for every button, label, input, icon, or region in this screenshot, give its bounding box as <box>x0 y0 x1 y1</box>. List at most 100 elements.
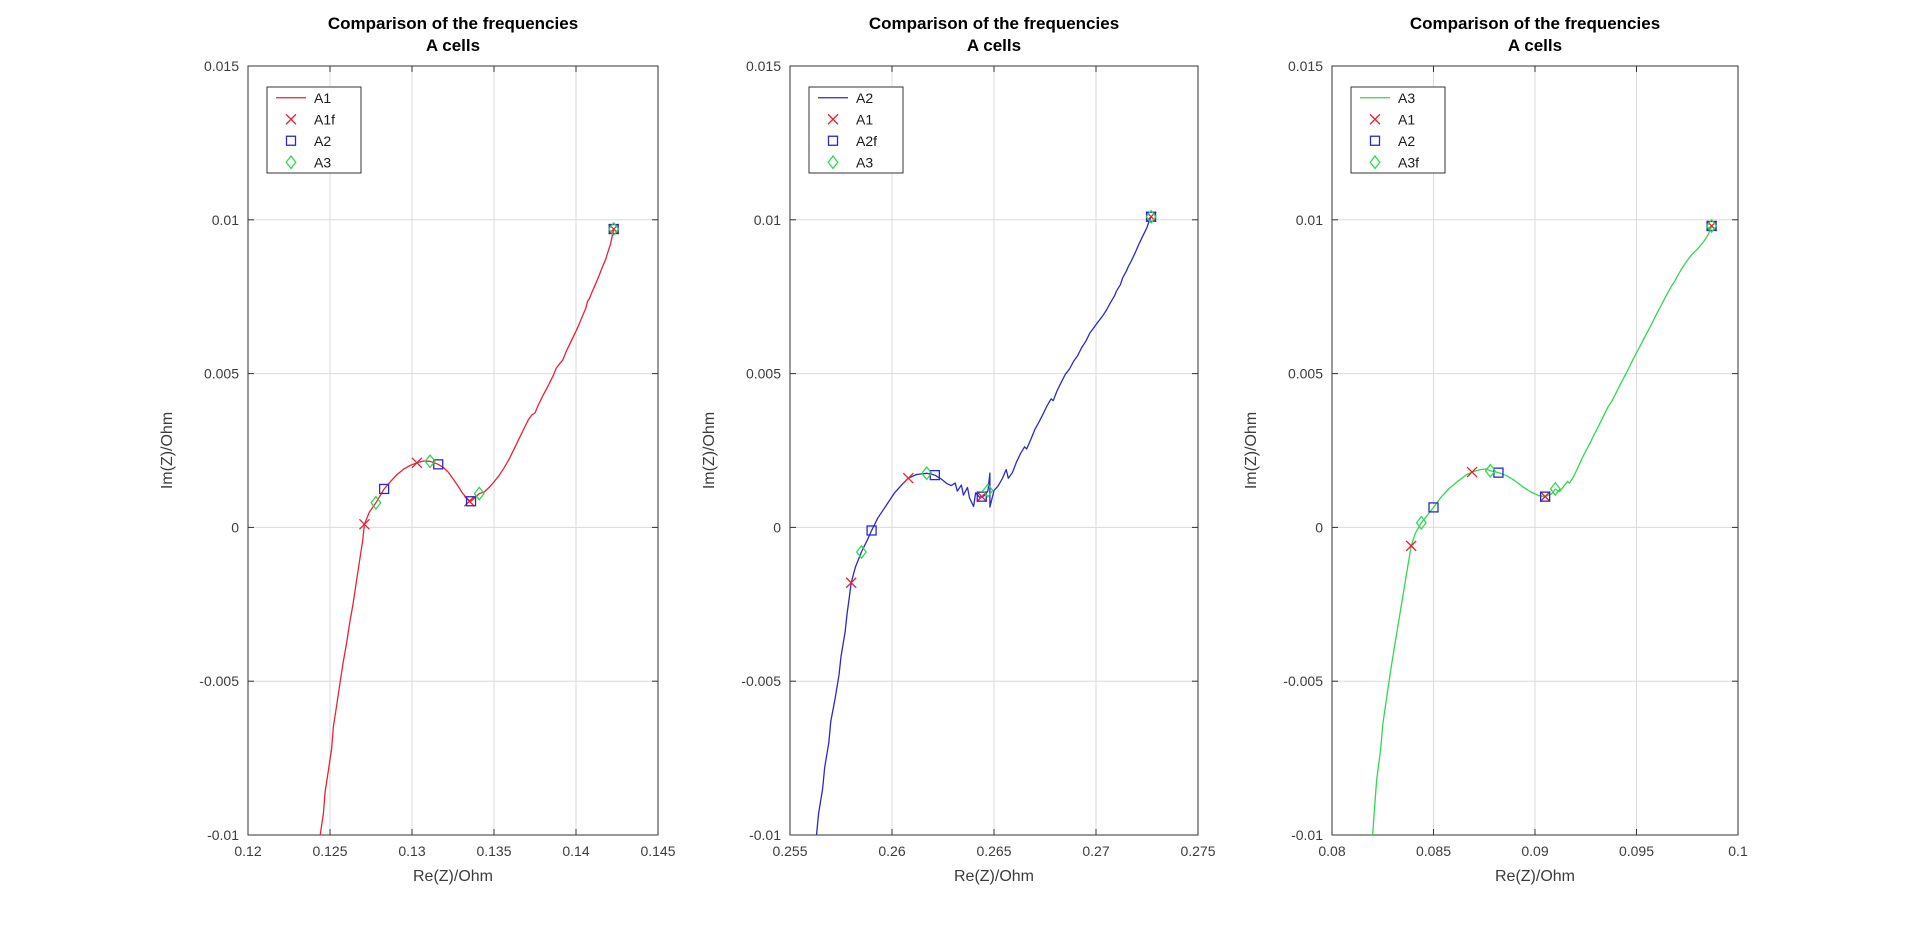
diamond-marker-A3f <box>1415 515 1427 531</box>
chart-subtitle: A cells <box>426 36 480 55</box>
diamond-marker-A3f <box>1484 463 1496 479</box>
chart-title: Comparison of the frequencies <box>328 14 578 33</box>
legend: A1 A1f A2 A3 <box>266 86 362 174</box>
plot-box <box>247 65 659 836</box>
diamond-marker-A3 <box>1145 209 1157 224</box>
y-tick-label: 0 <box>1315 519 1323 535</box>
chart-subtitle: A cells <box>967 36 1021 55</box>
diamond-marker-A3 <box>424 454 436 469</box>
series-A3-markers <box>855 209 1157 560</box>
x-marker-A1 <box>902 472 914 484</box>
x-tick-label: 0.09 <box>1521 843 1548 859</box>
square-marker-legend <box>827 135 839 146</box>
diamond-marker-A3 <box>608 221 620 237</box>
square-marker-A2 <box>465 496 477 507</box>
x-marker-A1 <box>1539 491 1551 503</box>
diamond-marker-A3 <box>370 495 382 511</box>
grid <box>790 66 1198 835</box>
x-marker-legend <box>285 113 297 125</box>
y-tick-label: -0.005 <box>199 673 239 689</box>
diamond-marker-A3f <box>1705 218 1718 234</box>
x-marker-A1 <box>845 577 857 589</box>
legend-box <box>1350 86 1446 174</box>
legend-item-A1: A1 <box>827 111 873 127</box>
grid <box>1332 66 1738 835</box>
legend-item-A2: A2 <box>818 90 873 106</box>
curve-A2 <box>815 216 1152 836</box>
y-tick-label: 0.015 <box>1288 58 1323 74</box>
square-marker-A2 <box>433 459 444 470</box>
series-A1-markers <box>1405 220 1718 552</box>
legend-label: A1f <box>314 111 335 127</box>
square-marker-A2 <box>1540 491 1551 502</box>
y-tick-label: -0.01 <box>749 827 781 843</box>
legend-item-A3: A3 <box>285 154 331 170</box>
x-marker-A1f <box>411 457 423 469</box>
x-tick-label: 0.275 <box>1180 843 1215 859</box>
legend-item-A3f: A3f <box>1369 154 1419 170</box>
x-tick-label: 0.255 <box>772 843 807 859</box>
legend-label: A2 <box>314 133 331 149</box>
legend-label: A2f <box>856 133 877 149</box>
square-marker-A2f <box>866 525 877 536</box>
legend-label: A3f <box>1398 154 1419 170</box>
y-tick-label: 0.01 <box>1296 212 1323 228</box>
x-marker-A1f <box>358 518 370 530</box>
y-tick-label: -0.005 <box>741 673 781 689</box>
x-marker-legend <box>1369 113 1381 125</box>
y-axis-label: Im(Z)/Ohm <box>159 412 176 489</box>
x-tick-label: 0.14 <box>562 843 589 859</box>
diamond-marker-A3 <box>473 486 485 501</box>
y-tick-label: 0.005 <box>204 366 239 382</box>
diamond-marker-A3 <box>982 483 994 498</box>
legend-label: A3 <box>1398 90 1415 106</box>
y-tick-label: 0.015 <box>746 58 781 74</box>
x-axis-label: Re(Z)/Ohm <box>413 868 493 885</box>
y-tick-label: -0.01 <box>207 827 239 843</box>
x-tick-label: 0.095 <box>1619 843 1654 859</box>
x-tick-label: 0.085 <box>1416 843 1451 859</box>
series-A1f-markers <box>358 223 620 530</box>
x-tick-label: 0.27 <box>1082 843 1109 859</box>
x-tick-label: 0.125 <box>312 843 347 859</box>
y-tick-label: 0 <box>773 519 781 535</box>
chart-subtitle: A cells <box>1508 36 1562 55</box>
legend-box <box>266 86 362 174</box>
square-marker-A2 <box>1428 502 1439 513</box>
x-tick-label: 0.145 <box>640 843 675 859</box>
chart-right: 0.08 0.085 0.09 0.095 0.1 -0.01 -0.005 0 0.005 0.… <box>1243 14 1748 885</box>
legend: A3 A1 A2 A3f <box>1350 86 1446 174</box>
chart-title: Comparison of the frequencies <box>1410 14 1660 33</box>
legend-label: A2 <box>1398 133 1415 149</box>
legend-label: A3 <box>856 154 873 170</box>
x-marker-A1 <box>1145 211 1157 223</box>
square-marker-A2f <box>976 491 987 502</box>
axis-ticks <box>789 65 1199 836</box>
y-tick-label: 0.01 <box>212 212 239 228</box>
x-tick-label: 0.1 <box>1728 843 1748 859</box>
diamond-marker-A3 <box>921 466 933 481</box>
y-tick-label: 0.005 <box>1288 366 1323 382</box>
x-tick-label: 0.13 <box>398 843 425 859</box>
square-marker-legend <box>285 135 297 146</box>
y-axis-label: Im(Z)/Ohm <box>701 412 718 489</box>
chart-title: Comparison of the frequencies <box>869 14 1119 33</box>
y-tick-label: 0.015 <box>204 58 239 74</box>
series-A3-markers <box>370 221 620 511</box>
y-tick-label: 0.01 <box>754 212 781 228</box>
y-tick-label: 0 <box>231 519 239 535</box>
grid <box>248 66 658 835</box>
legend-label: A3 <box>314 154 331 170</box>
legend-item-A2: A2 <box>1369 133 1415 149</box>
x-tick-label: 0.12 <box>234 843 261 859</box>
square-marker-A2 <box>378 483 390 495</box>
legend-item-A3: A3 <box>1360 90 1415 106</box>
x-axis-label: Re(Z)/Ohm <box>1495 868 1575 885</box>
series-A2-markers <box>1428 220 1717 513</box>
legend-label: A1 <box>1398 111 1415 127</box>
x-tick-label: 0.265 <box>976 843 1011 859</box>
diamond-marker-A3f <box>1549 481 1561 497</box>
x-tick-label: 0.26 <box>878 843 905 859</box>
legend-box <box>808 86 904 174</box>
